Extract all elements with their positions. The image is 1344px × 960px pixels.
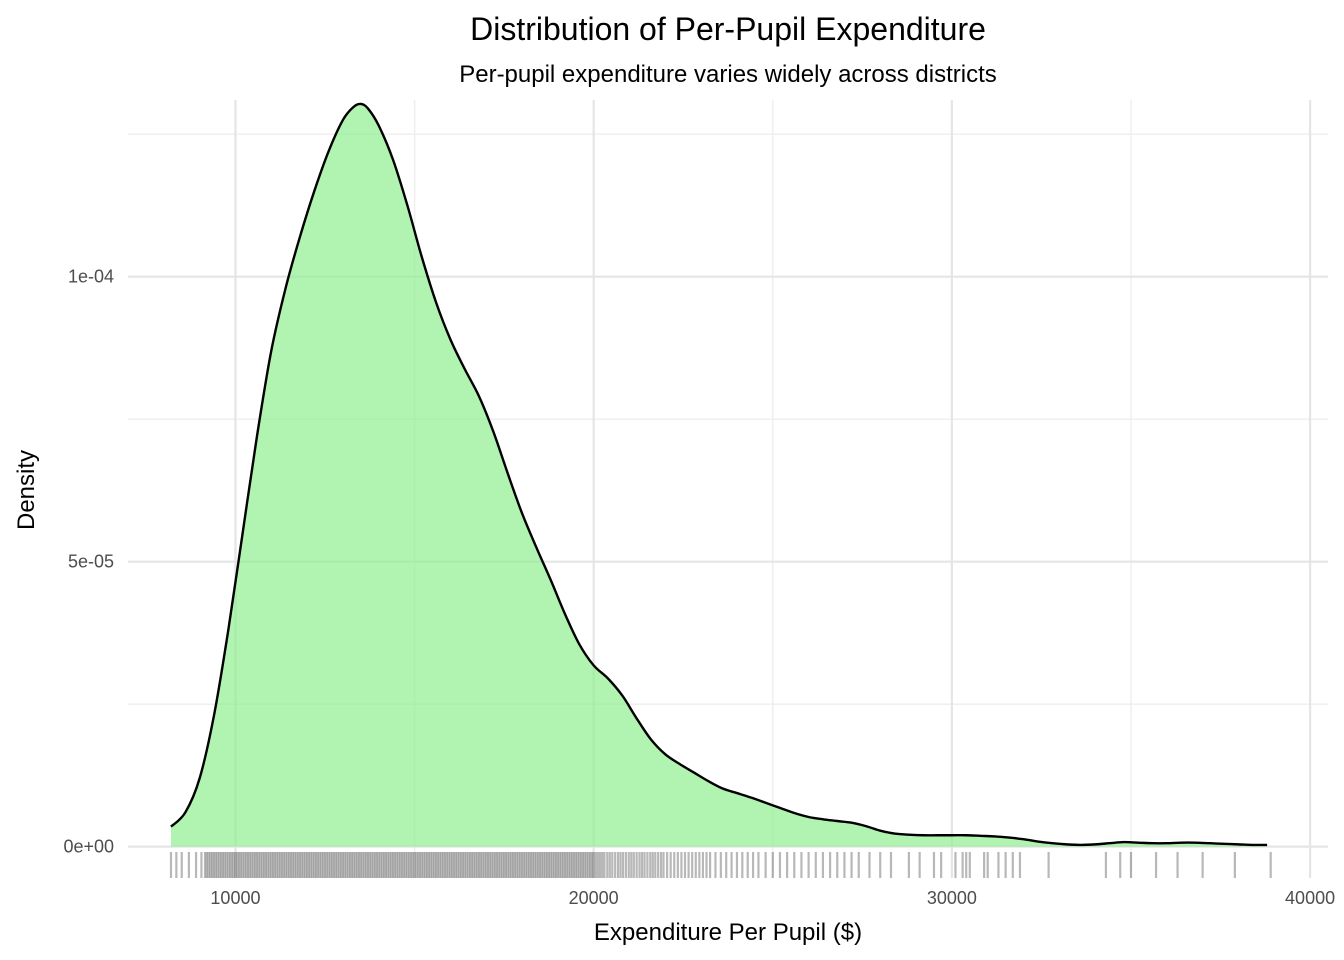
y-tick-label: 5e-05 — [68, 552, 114, 572]
y-tick-label: 1e-04 — [68, 267, 114, 287]
y-axis-title: Density — [13, 450, 40, 530]
x-tick-label: 30000 — [927, 888, 977, 908]
x-axis-title: Expenditure Per Pupil ($) — [594, 919, 862, 946]
chart-subtitle: Per-pupil expenditure varies widely acro… — [459, 61, 997, 88]
plot-area — [170, 102, 1268, 847]
x-tick-label: 40000 — [1285, 888, 1335, 908]
chart-title: Distribution of Per-Pupil Expenditure — [470, 11, 986, 47]
rug-marks — [169, 852, 1272, 878]
tick-labels: 10000 20000 30000 40000 0e+00 5e-05 1e-04 — [63, 267, 1335, 908]
density-area — [170, 103, 1268, 847]
x-tick-label: 20000 — [569, 888, 619, 908]
y-tick-label: 0e+00 — [63, 837, 114, 857]
density-curve — [170, 102, 1268, 847]
x-tick-label: 10000 — [210, 888, 260, 908]
